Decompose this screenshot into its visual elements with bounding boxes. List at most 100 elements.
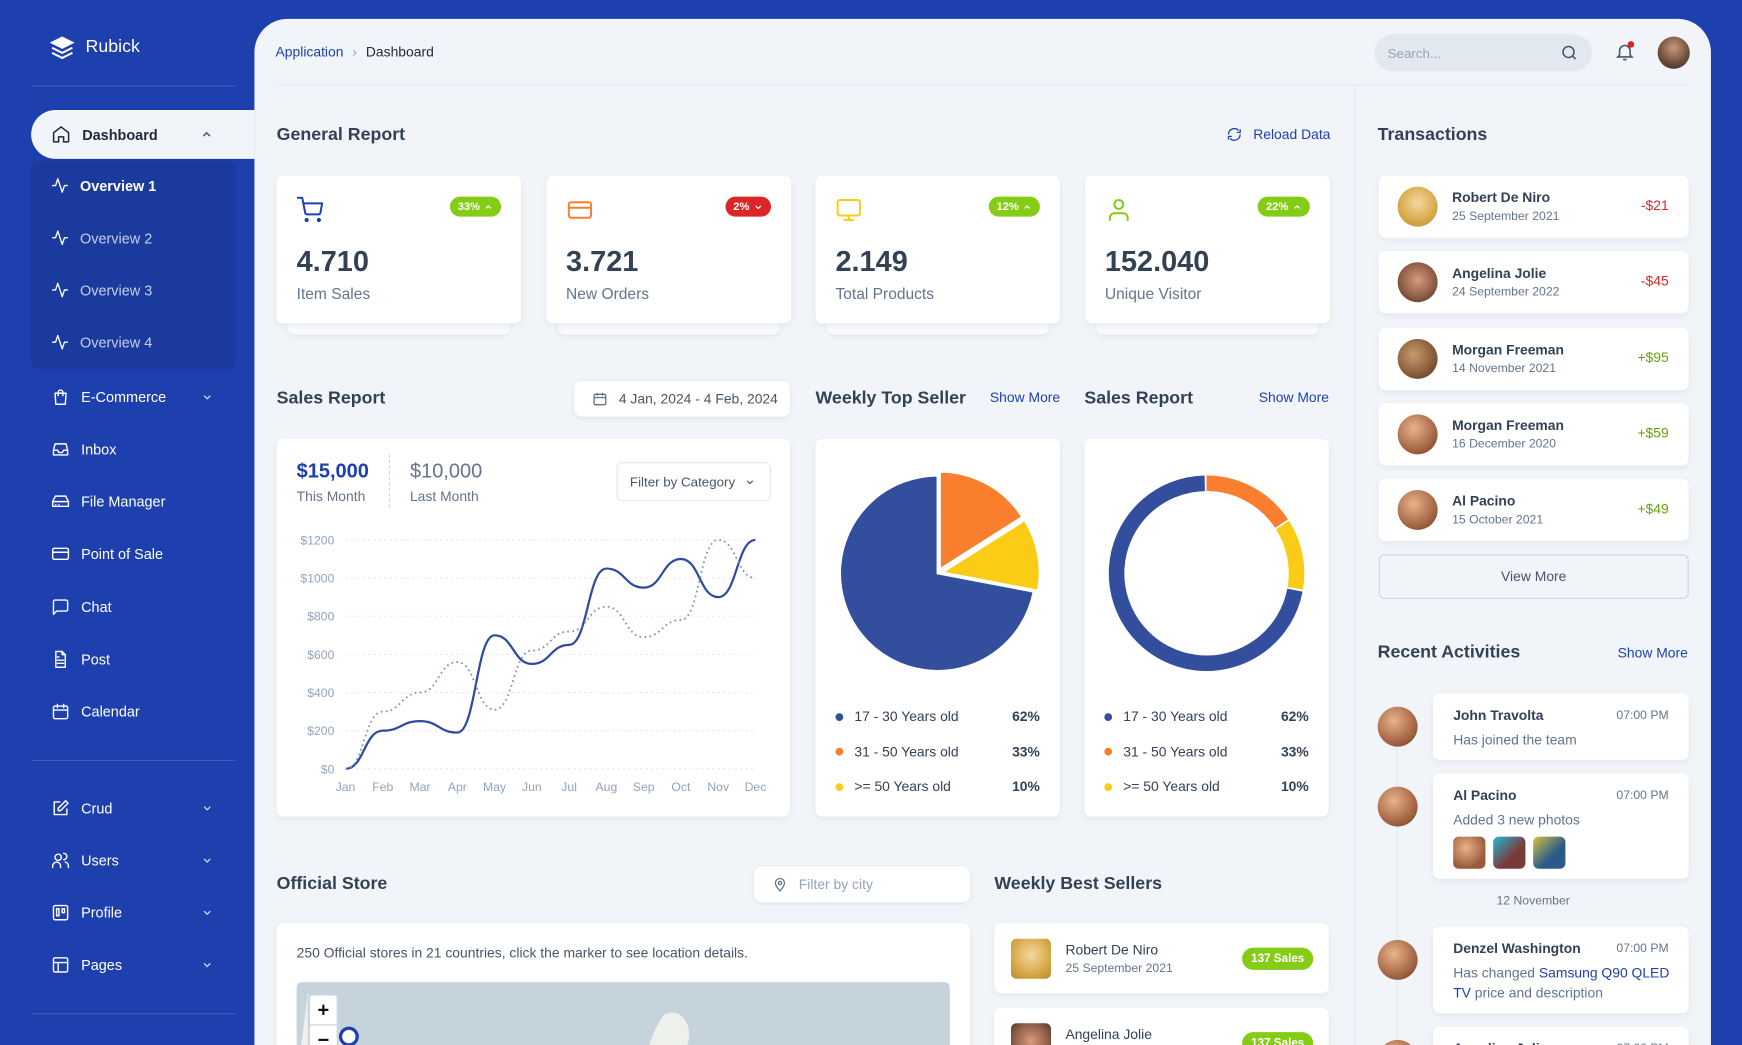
sidebar-item-inbox[interactable]: Inbox bbox=[31, 427, 235, 471]
chevron-up-icon bbox=[202, 131, 211, 137]
filter-by-city-input[interactable]: Filter by city bbox=[754, 866, 970, 903]
donut-slice[interactable] bbox=[1275, 520, 1305, 590]
legend-percent: 10% bbox=[1012, 778, 1040, 795]
user-icon bbox=[1108, 198, 1129, 221]
donut-slice[interactable] bbox=[1108, 475, 1303, 672]
x-tick-label: Apr bbox=[448, 780, 467, 794]
desc-text: Has changed bbox=[1453, 965, 1539, 982]
sidebar-item-overview-2[interactable]: Overview 2 bbox=[31, 216, 235, 260]
pie-chart-title: Weekly Top Seller bbox=[815, 388, 966, 408]
activity-time: 07:00 PM bbox=[1616, 1042, 1668, 1045]
donut-chart-card: 17 - 30 Years old 62% 31 - 50 Years old 33%… bbox=[1084, 438, 1329, 817]
stat-value: 4.710 bbox=[296, 244, 369, 278]
legend-item: >= 50 Years old 10% bbox=[835, 778, 1040, 795]
activity-photo[interactable] bbox=[1493, 836, 1526, 869]
sidebar-item-label: Inbox bbox=[81, 440, 117, 458]
seller-avatar bbox=[1011, 938, 1052, 979]
store-map[interactable]: + − bbox=[296, 982, 950, 1045]
show-more-link[interactable]: Show More bbox=[989, 389, 1061, 406]
reload-data-button[interactable]: Reload Data bbox=[1227, 127, 1330, 142]
map-zoom-controls: + − bbox=[307, 993, 339, 1045]
sidebar-item-label: Overview 2 bbox=[79, 229, 153, 247]
sidebar-item-point-of-sale[interactable]: Point of Sale bbox=[31, 532, 235, 576]
sidebar-item-overview-4[interactable]: Overview 4 bbox=[31, 320, 235, 364]
sidebar-item-file-manager[interactable]: File Manager bbox=[31, 480, 235, 524]
transaction-amount: +$49 bbox=[1637, 501, 1669, 517]
transaction-item[interactable]: Morgan Freeman 14 November 2021 +$95 bbox=[1378, 327, 1689, 390]
transaction-item[interactable]: Al Pacino 15 October 2021 +$49 bbox=[1378, 479, 1689, 542]
activity-desc: Has changed Samsung Q90 QLED TV price an… bbox=[1453, 963, 1673, 1003]
map-pin-icon bbox=[774, 877, 786, 892]
transaction-name: Al Pacino bbox=[1452, 493, 1516, 510]
activities-show-more[interactable]: Show More bbox=[1617, 645, 1688, 662]
legend-dot bbox=[1104, 747, 1113, 756]
zoom-out-button[interactable]: − bbox=[317, 1028, 330, 1045]
activity-photo[interactable] bbox=[1533, 836, 1566, 869]
trend-badge[interactable]: 2% bbox=[725, 196, 771, 217]
trend-badge[interactable]: 22% bbox=[1258, 196, 1310, 217]
transaction-item[interactable]: Angelina Jolie 24 September 2022 -$45 bbox=[1378, 251, 1689, 314]
sidebar-item-label: Dashboard bbox=[82, 126, 158, 143]
divider bbox=[388, 454, 390, 508]
legend-percent: 62% bbox=[1280, 708, 1309, 725]
sidebar-item-overview-1[interactable]: Overview 1 bbox=[31, 163, 235, 207]
donut-slice[interactable] bbox=[1206, 475, 1289, 529]
show-more-link[interactable]: Show More bbox=[1258, 389, 1330, 406]
user-avatar[interactable] bbox=[1657, 36, 1690, 69]
sidebar-item-chat[interactable]: Chat bbox=[31, 585, 235, 629]
sidebar-item-e-commerce[interactable]: E-Commerce bbox=[31, 374, 235, 418]
x-tick-label: Sep bbox=[633, 780, 655, 794]
pie-chart bbox=[838, 470, 1041, 673]
pie-slice[interactable] bbox=[938, 470, 1024, 572]
sidebar-item-post[interactable]: Post bbox=[31, 637, 235, 681]
header-divider bbox=[275, 84, 1689, 86]
x-tick-label: Jun bbox=[522, 780, 542, 794]
stat-label: Unique Visitor bbox=[1104, 284, 1202, 303]
best-seller-item[interactable]: Angelina Jolie 137 Sales bbox=[994, 1007, 1329, 1045]
sidebar-item-users[interactable]: Users bbox=[31, 838, 235, 882]
sidebar-item-calendar[interactable]: Calendar bbox=[31, 690, 235, 734]
search-input[interactable]: Search... bbox=[1374, 34, 1593, 72]
logo[interactable]: Rubick bbox=[49, 36, 140, 60]
seller-name: Robert De Niro bbox=[1065, 942, 1159, 958]
zoom-in-button[interactable]: + bbox=[309, 995, 337, 1026]
transaction-item[interactable]: Robert De Niro 25 September 2021 -$21 bbox=[1378, 175, 1689, 238]
users-icon bbox=[51, 852, 70, 869]
sidebar-item-pages[interactable]: Pages bbox=[31, 943, 235, 987]
product-link[interactable]: Samsung Q90 QLED TV bbox=[1453, 965, 1670, 1002]
sidebar-item-dashboard[interactable]: Dashboard bbox=[31, 109, 255, 159]
view-more-button[interactable]: View More bbox=[1378, 554, 1689, 599]
activity-item: John Travolta 07:00 PM Has joined the tea… bbox=[1433, 693, 1689, 760]
sidebar-item-profile[interactable]: Profile bbox=[31, 891, 235, 935]
filter-city-placeholder: Filter by city bbox=[798, 876, 873, 893]
x-tick-label: Feb bbox=[372, 780, 393, 794]
sidebar-item-overview-3[interactable]: Overview 3 bbox=[31, 268, 235, 312]
activity-avatar bbox=[1377, 786, 1418, 827]
stat-card[interactable]: 12% 2.149 Total Products bbox=[815, 175, 1060, 324]
trend-badge[interactable]: 12% bbox=[988, 196, 1040, 217]
pie-slice[interactable] bbox=[939, 518, 1041, 593]
map-marker-icon[interactable] bbox=[338, 1026, 359, 1045]
chevron-up-icon bbox=[485, 204, 492, 209]
activity-name: John Travolta bbox=[1453, 707, 1544, 724]
stat-card[interactable]: 22% 152.040 Unique Visitor bbox=[1084, 175, 1330, 324]
transaction-item[interactable]: Morgan Freeman 16 December 2020 +$59 bbox=[1378, 403, 1689, 466]
pie-slice[interactable] bbox=[838, 474, 1036, 673]
stat-card[interactable]: 2% 3.721 New Orders bbox=[546, 175, 791, 324]
date-range-input[interactable]: 4 Jan, 2024 - 4 Feb, 2024 bbox=[574, 381, 790, 417]
breadcrumb-application[interactable]: Application bbox=[275, 44, 344, 60]
stat-card[interactable]: 33% 4.710 Item Sales bbox=[276, 175, 522, 324]
filter-by-category-select[interactable]: Filter by Category bbox=[616, 462, 772, 502]
activity-icon bbox=[51, 230, 69, 246]
legend-label: 31 - 50 Years old bbox=[1123, 743, 1228, 760]
transaction-date: 15 October 2021 bbox=[1452, 513, 1544, 527]
best-sellers-title: Weekly Best Sellers bbox=[994, 874, 1163, 894]
best-seller-item[interactable]: Robert De Niro 25 September 2021 137 Sal… bbox=[994, 923, 1329, 994]
sidebar-item-crud[interactable]: Crud bbox=[31, 785, 235, 829]
official-store-card: 250 Official stores in 21 countries, cli… bbox=[276, 923, 970, 1045]
trend-badge[interactable]: 33% bbox=[449, 196, 502, 217]
notifications-button[interactable] bbox=[1614, 41, 1635, 62]
official-store-title: Official Store bbox=[276, 874, 388, 894]
transaction-avatar bbox=[1397, 338, 1438, 379]
activity-photo[interactable] bbox=[1453, 836, 1486, 869]
